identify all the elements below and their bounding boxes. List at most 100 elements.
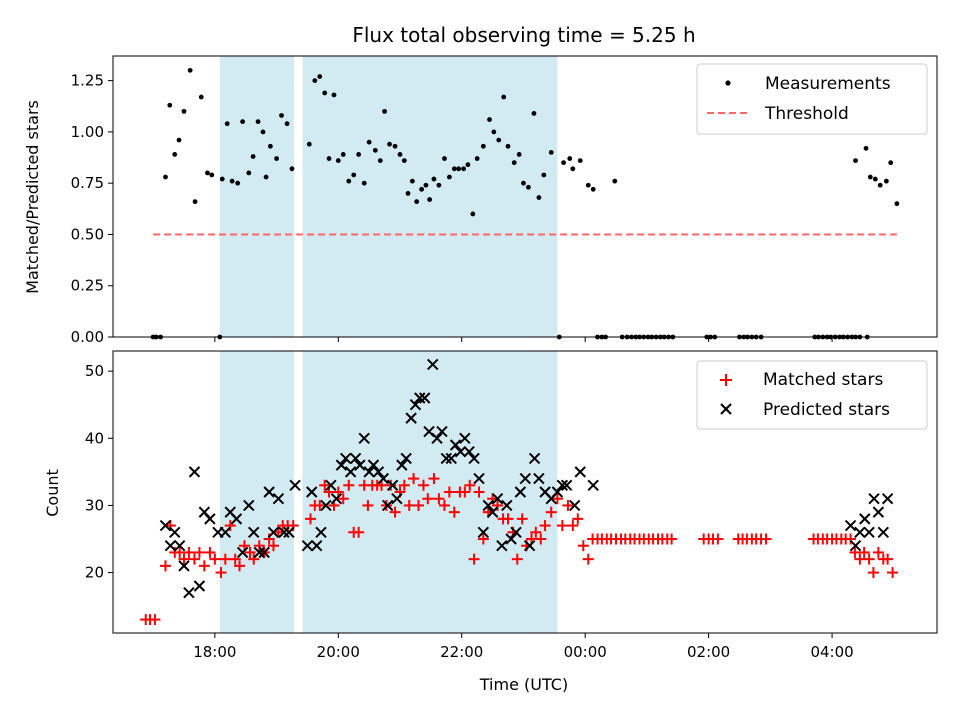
x-axis-label: Time (UTC) bbox=[479, 675, 568, 694]
matched-star-point bbox=[413, 499, 425, 511]
measurement-point bbox=[401, 158, 407, 164]
x-tick-label: 20:00 bbox=[317, 643, 360, 661]
measurement-point bbox=[427, 197, 433, 202]
count-y-ticks: 20 30 40 50 bbox=[85, 362, 113, 582]
measurement-point bbox=[235, 180, 241, 186]
ratio-legend: Measurements Threshold bbox=[696, 63, 928, 135]
measurement-points bbox=[150, 67, 900, 340]
predicted-star-point bbox=[263, 486, 275, 498]
matched-star-point bbox=[562, 499, 574, 511]
measurement-point bbox=[570, 166, 576, 172]
predicted-star-point bbox=[477, 526, 490, 538]
predicted-star-point bbox=[344, 466, 357, 478]
measurement-point bbox=[205, 170, 210, 176]
predicted-star-point bbox=[486, 506, 499, 518]
predicted-star-point bbox=[363, 466, 375, 478]
predicted-star-point bbox=[320, 499, 332, 512]
matched-star-point bbox=[459, 486, 471, 498]
matched-star-point bbox=[183, 546, 195, 558]
predicted-star-point bbox=[391, 493, 403, 505]
matched-star-point bbox=[343, 479, 355, 491]
y-tick-label: 30 bbox=[85, 496, 104, 514]
matched-star-point bbox=[572, 513, 584, 525]
predicted-star-point bbox=[188, 466, 201, 478]
matched-star-point bbox=[539, 520, 551, 532]
measurement-point bbox=[377, 158, 383, 164]
predicted-star-point bbox=[253, 546, 265, 559]
matched-star-point bbox=[417, 479, 429, 491]
matched-star-point bbox=[174, 546, 186, 558]
measurement-point bbox=[274, 156, 279, 161]
matched-star-point bbox=[438, 499, 450, 511]
measurement-point bbox=[496, 137, 502, 143]
matched-star-point bbox=[433, 493, 445, 505]
predicted-star-point bbox=[377, 472, 390, 485]
matched-star-point bbox=[567, 520, 579, 532]
matched-star-point bbox=[403, 499, 415, 511]
measurement-point bbox=[366, 139, 372, 145]
predicted-star-point bbox=[482, 499, 494, 512]
predicted-star-point bbox=[473, 472, 485, 485]
predicted-star-point bbox=[183, 587, 195, 599]
matched-star-point bbox=[244, 546, 256, 558]
predicted-star-point bbox=[248, 526, 260, 538]
predicted-star-point bbox=[872, 506, 885, 518]
measurement-point bbox=[167, 102, 173, 108]
matched-star-point bbox=[193, 546, 205, 558]
measurement-point bbox=[181, 108, 187, 114]
matched-star-point bbox=[473, 486, 485, 498]
measurement-point bbox=[470, 211, 476, 217]
ratio-legend-box bbox=[696, 63, 928, 135]
predicted-star-point bbox=[463, 446, 475, 458]
matched-star-point bbox=[319, 479, 331, 491]
predicted-star-point bbox=[574, 466, 586, 478]
predicted-star-point bbox=[219, 526, 232, 538]
matched-star-point bbox=[362, 499, 374, 511]
measurement-point bbox=[465, 162, 471, 168]
measurement-point bbox=[260, 129, 266, 135]
measurement-point bbox=[516, 152, 522, 157]
matched-star-point bbox=[215, 567, 227, 579]
predicted-star-point bbox=[844, 519, 857, 532]
observing-window-shading bbox=[219, 351, 558, 633]
matched-star-point bbox=[551, 493, 563, 505]
shaded-span bbox=[302, 351, 558, 633]
measurement-point bbox=[382, 108, 387, 114]
matched-star-point bbox=[209, 553, 221, 565]
y-tick-label: 0.25 bbox=[71, 277, 104, 295]
matched-star-point bbox=[314, 499, 326, 511]
measurement-point bbox=[240, 119, 246, 125]
predicted-star-point bbox=[528, 452, 541, 465]
predicted-star-point bbox=[854, 526, 866, 538]
chart-title: Flux total observing time = 5.25 h bbox=[352, 23, 695, 47]
predicted-star-point bbox=[449, 439, 462, 451]
predicted-star-point bbox=[514, 486, 527, 498]
matched-star-point bbox=[712, 533, 724, 545]
measurement-point bbox=[306, 141, 312, 147]
measurement-point bbox=[392, 143, 398, 149]
matched-star-point bbox=[530, 526, 542, 538]
measurement-point bbox=[461, 166, 466, 172]
matched-star-point bbox=[502, 513, 514, 525]
matched-star-point bbox=[443, 486, 455, 498]
measurement-point bbox=[431, 176, 437, 182]
measurement-point bbox=[229, 178, 235, 184]
measurement-point bbox=[356, 152, 362, 157]
matched-star-point bbox=[666, 533, 678, 545]
measurement-point bbox=[312, 78, 318, 84]
matched-star-point bbox=[867, 567, 879, 579]
measurement-point bbox=[322, 90, 328, 96]
matched-star-point bbox=[849, 546, 861, 558]
predicted-star-point bbox=[501, 499, 513, 512]
count-x-ticks: 18:00 20:00 22:00 00:00 02:00 04:00 bbox=[193, 633, 854, 661]
ratio-panel: 0.00 0.25 0.50 0.75 1.00 1.25 Matched/Predict… bbox=[23, 55, 938, 346]
matched-star-point bbox=[760, 533, 772, 545]
predicted-star-point bbox=[358, 432, 370, 444]
measurement-point bbox=[505, 143, 511, 149]
measurement-point bbox=[317, 74, 323, 79]
predicted-star-point bbox=[440, 452, 453, 465]
predicted-star-point bbox=[396, 459, 408, 471]
measurement-point bbox=[585, 182, 591, 188]
matched-star-point bbox=[854, 553, 866, 565]
x-tick-label: 22:00 bbox=[440, 643, 483, 661]
